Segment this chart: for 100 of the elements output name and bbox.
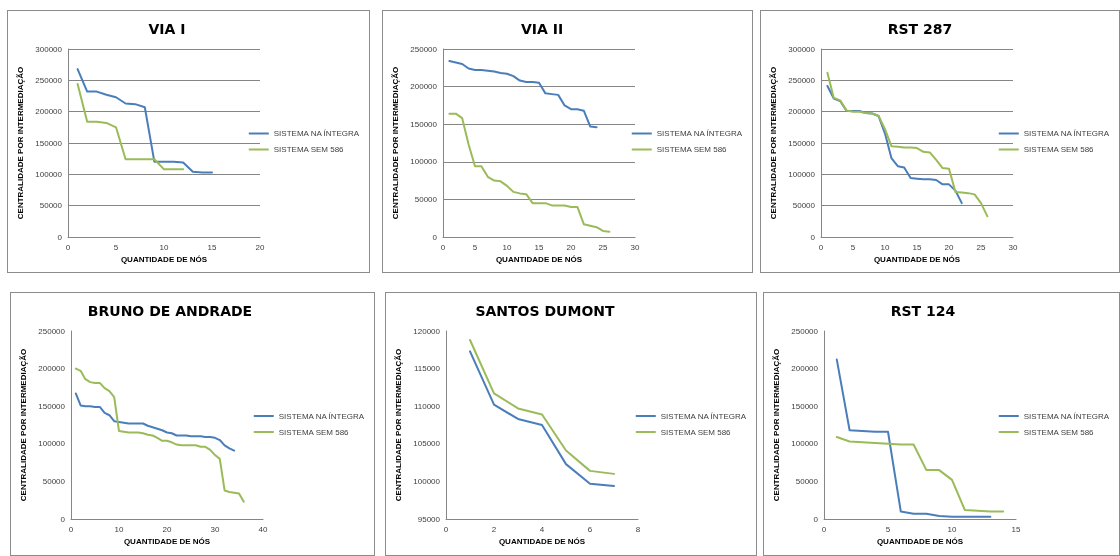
y-tick-label: 200000 — [791, 364, 819, 374]
legend-label: SISTEMA SEM 586 — [273, 145, 345, 154]
y-tick-label: 50000 — [414, 194, 438, 204]
x-tick-label: 4 — [539, 524, 545, 534]
y-tick-label: 150000 — [38, 401, 66, 411]
line-series — [835, 358, 992, 518]
legend-label: SISTEMA NA ÍNTEGRA — [1023, 411, 1110, 421]
x-tick-label: 15 — [534, 242, 544, 252]
x-tick-label: 10 — [502, 242, 512, 252]
x-tick-label: 0 — [443, 524, 449, 534]
chart-title: RST 124 — [890, 303, 956, 319]
y-axis-title: CENTRALIDADE POR INTERMEDIAÇÃO — [771, 348, 781, 502]
x-tick-label: 15 — [207, 242, 217, 252]
x-tick-label: 0 — [821, 524, 827, 534]
y-axis-title: CENTRALIDADE POR INTERMEDIAÇÃO — [15, 66, 25, 220]
line-series — [826, 84, 963, 205]
y-tick-label: 300000 — [35, 44, 63, 54]
legend-label: SISTEMA NA ÍNTEGRA — [273, 129, 360, 138]
x-tick-label: 20 — [566, 242, 576, 252]
x-tick-label: 10 — [947, 524, 957, 534]
y-tick-label: 0 — [60, 514, 66, 524]
x-tick-label: 10 — [880, 242, 890, 252]
x-tick-label: 30 — [210, 524, 220, 534]
x-tick-label: 10 — [114, 524, 124, 534]
line-series — [469, 350, 615, 487]
x-tick-label: 20 — [162, 524, 172, 534]
x-tick-label: 5 — [113, 242, 119, 252]
y-tick-label: 150000 — [35, 138, 63, 148]
line-series — [76, 83, 185, 171]
chart-title: VIA I — [148, 21, 186, 37]
x-axis-title: QUANTIDADE DE NÓS — [876, 537, 964, 547]
x-tick-label: 5 — [885, 524, 891, 534]
y-tick-label: 200000 — [38, 364, 66, 374]
y-tick-label: 200000 — [35, 107, 63, 117]
legend-label: SISTEMA NA ÍNTEGRA — [660, 411, 747, 421]
line-series — [74, 367, 245, 503]
x-tick-label: 20 — [944, 242, 954, 252]
line-series — [74, 392, 236, 452]
y-tick-label: 50000 — [42, 476, 66, 486]
x-axis-title: QUANTIDADE DE NÓS — [495, 255, 583, 265]
y-tick-label: 150000 — [791, 401, 819, 411]
x-tick-label: 6 — [587, 524, 593, 534]
x-tick-label: 25 — [976, 242, 986, 252]
y-tick-label: 120000 — [413, 326, 441, 336]
legend-label: SISTEMA SEM 586 — [660, 427, 732, 437]
line-series — [835, 436, 1005, 513]
y-tick-label: 100000 — [38, 439, 66, 449]
chart-title: RST 287 — [887, 21, 953, 37]
y-tick-label: 250000 — [38, 326, 66, 336]
y-tick-label: 0 — [432, 232, 438, 242]
legend-label: SISTEMA SEM 586 — [1023, 145, 1095, 154]
y-tick-label: 200000 — [410, 82, 438, 92]
y-axis-title: CENTRALIDADE POR INTERMEDIAÇÃO — [390, 66, 400, 220]
x-tick-label: 15 — [1011, 524, 1021, 534]
legend-label: SISTEMA NA ÍNTEGRA — [1023, 129, 1110, 138]
y-tick-label: 105000 — [413, 439, 441, 449]
x-tick-label: 20 — [255, 242, 265, 252]
y-tick-label: 150000 — [410, 119, 438, 129]
x-axis-title: QUANTIDADE DE NÓS — [123, 537, 211, 547]
y-tick-label: 150000 — [788, 138, 816, 148]
legend-label: SISTEMA NA ÍNTEGRA — [656, 129, 743, 138]
x-tick-label: 15 — [912, 242, 922, 252]
x-axis-title: QUANTIDADE DE NÓS — [873, 255, 961, 265]
y-tick-label: 250000 — [410, 44, 438, 54]
x-axis-title: QUANTIDADE DE NÓS — [120, 255, 208, 265]
y-tick-label: 115000 — [413, 364, 441, 374]
y-tick-label: 0 — [57, 232, 63, 242]
y-tick-label: 50000 — [795, 476, 819, 486]
y-tick-label: 50000 — [39, 201, 63, 211]
y-tick-label: 300000 — [788, 44, 816, 54]
y-tick-label: 250000 — [791, 326, 819, 336]
x-tick-label: 2 — [491, 524, 497, 534]
line-series — [469, 339, 615, 475]
y-tick-label: 0 — [810, 232, 816, 242]
x-tick-label: 40 — [258, 524, 268, 534]
x-tick-label: 10 — [159, 242, 169, 252]
y-tick-label: 100000 — [791, 439, 819, 449]
y-axis-title: CENTRALIDADE POR INTERMEDIAÇÃO — [393, 348, 403, 502]
y-tick-label: 100000 — [788, 169, 816, 179]
x-tick-label: 5 — [472, 242, 478, 252]
y-tick-label: 50000 — [792, 201, 816, 211]
y-tick-label: 0 — [813, 514, 819, 524]
chart-title: VIA II — [520, 21, 564, 37]
y-axis-title: CENTRALIDADE POR INTERMEDIAÇÃO — [768, 66, 778, 220]
y-tick-label: 100000 — [413, 476, 441, 486]
x-tick-label: 0 — [68, 524, 74, 534]
x-tick-label: 30 — [630, 242, 640, 252]
legend-label: SISTEMA SEM 586 — [656, 145, 728, 154]
x-tick-label: 30 — [1008, 242, 1018, 252]
y-tick-label: 200000 — [788, 107, 816, 117]
y-tick-label: 250000 — [788, 75, 816, 85]
y-tick-label: 95000 — [417, 514, 441, 524]
y-tick-label: 100000 — [410, 157, 438, 167]
legend-label: SISTEMA SEM 586 — [1023, 427, 1095, 437]
y-tick-label: 250000 — [35, 75, 63, 85]
y-tick-label: 110000 — [413, 401, 441, 411]
chart-title: SANTOS DUMONT — [475, 303, 616, 319]
y-axis-title: CENTRALIDADE POR INTERMEDIAÇÃO — [18, 348, 28, 502]
line-series — [826, 71, 989, 218]
legend-label: SISTEMA NA ÍNTEGRA — [278, 411, 365, 421]
